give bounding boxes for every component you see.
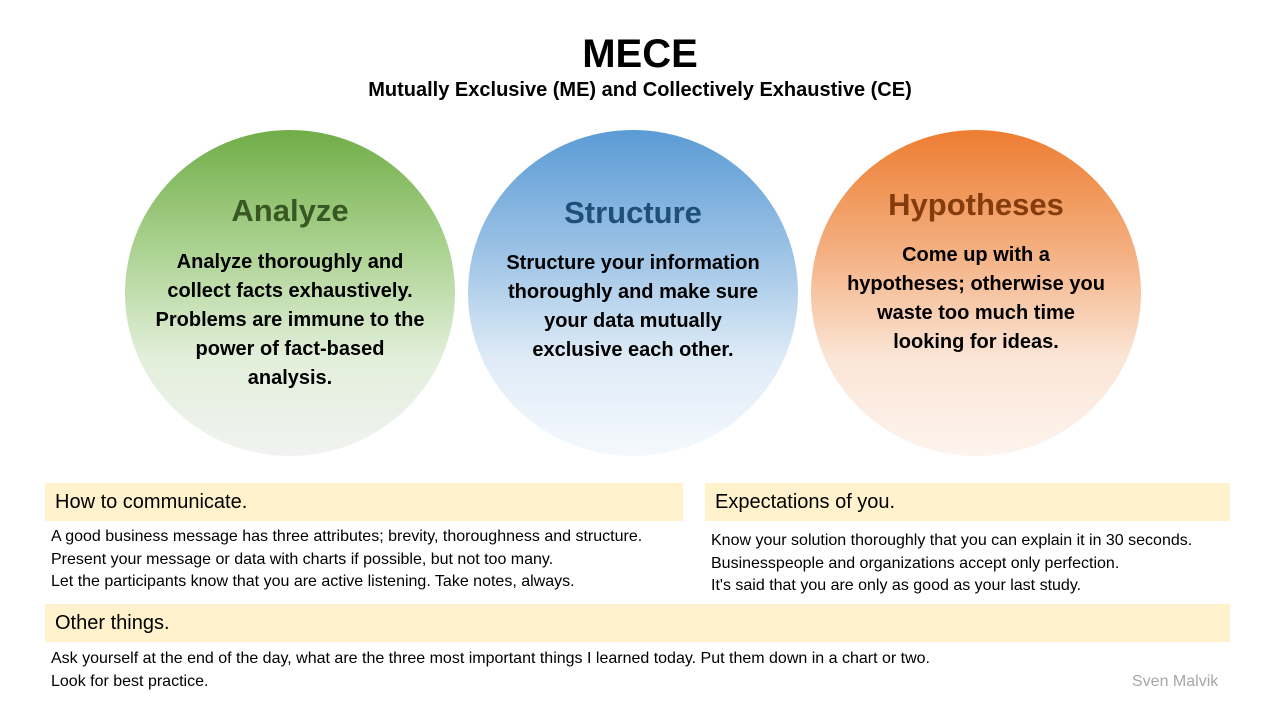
analyze-text: Analyze thoroughly and collect facts exh… xyxy=(155,251,425,389)
communicate-line: Let the participants know that you are a… xyxy=(51,573,575,590)
other-line: Look for best practice. xyxy=(51,672,209,690)
other-heading: Other things. xyxy=(45,604,1230,642)
hypotheses-title: Hypotheses xyxy=(888,187,1064,222)
author-signature: Sven Malvik xyxy=(1132,673,1219,690)
hypotheses-text: Come up with a hypotheses; otherwise you… xyxy=(847,244,1105,353)
expectations-line: Know your solution thoroughly that you c… xyxy=(711,532,1193,549)
other-lines: Ask yourself at the end of the day, what… xyxy=(51,648,930,693)
expectations-line: Businesspeople and organizations accept … xyxy=(711,554,1120,572)
expectations-lines: Know your solution thoroughly that you c… xyxy=(711,530,1192,598)
analyze-circle: Analyze Analyze thoroughly and collect f… xyxy=(125,130,455,456)
structure-title: Structure xyxy=(564,195,702,230)
expectations-heading: Expectations of you. xyxy=(705,483,1230,521)
page-title: MECE xyxy=(582,32,698,76)
expectations-line: It's said that you are only as good as y… xyxy=(711,577,1082,594)
communicate-lines: A good business message has three attrib… xyxy=(51,526,642,594)
communicate-heading: How to communicate. xyxy=(45,483,683,521)
hypotheses-circle: Hypotheses Come up with a hypotheses; ot… xyxy=(811,130,1141,456)
structure-text: Structure your information thoroughly an… xyxy=(506,252,760,361)
page-subtitle: Mutually Exclusive (ME) and Collectively… xyxy=(368,79,912,101)
structure-circle: Structure Structure your information tho… xyxy=(468,130,798,456)
other-line: Ask yourself at the end of the day, what… xyxy=(51,650,930,667)
communicate-line: A good business message has three attrib… xyxy=(51,528,643,545)
communicate-line: Present your message or data with charts… xyxy=(51,550,554,568)
analyze-title: Analyze xyxy=(231,193,349,228)
